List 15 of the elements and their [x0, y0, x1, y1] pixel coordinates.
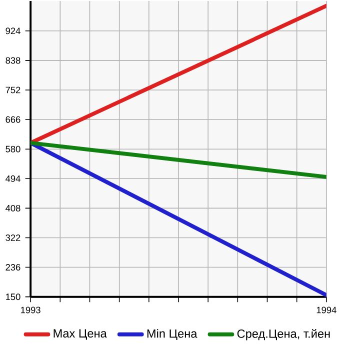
y-tick-label: 408	[6, 204, 20, 212]
y-tick-label: 752	[6, 86, 20, 94]
y-tick-label: 494	[6, 175, 20, 182]
legend-label: Min Цена	[147, 329, 198, 340]
y-tick-label: 322	[6, 234, 20, 241]
y-tick-label: 666	[6, 116, 20, 123]
y-tick-label: 924	[6, 28, 20, 34]
x-tick-label: 1994	[316, 306, 336, 314]
y-tick-label: 150	[6, 294, 20, 300]
y-tick-label: 838	[6, 57, 20, 64]
x-tick-label: 1993	[21, 306, 40, 314]
legend-label: Max Цена	[54, 329, 107, 340]
legend-label: Сред.Цена, т.йен	[237, 328, 330, 340]
y-tick-label: 236	[6, 264, 20, 271]
y-tick-label: 580	[6, 146, 20, 152]
